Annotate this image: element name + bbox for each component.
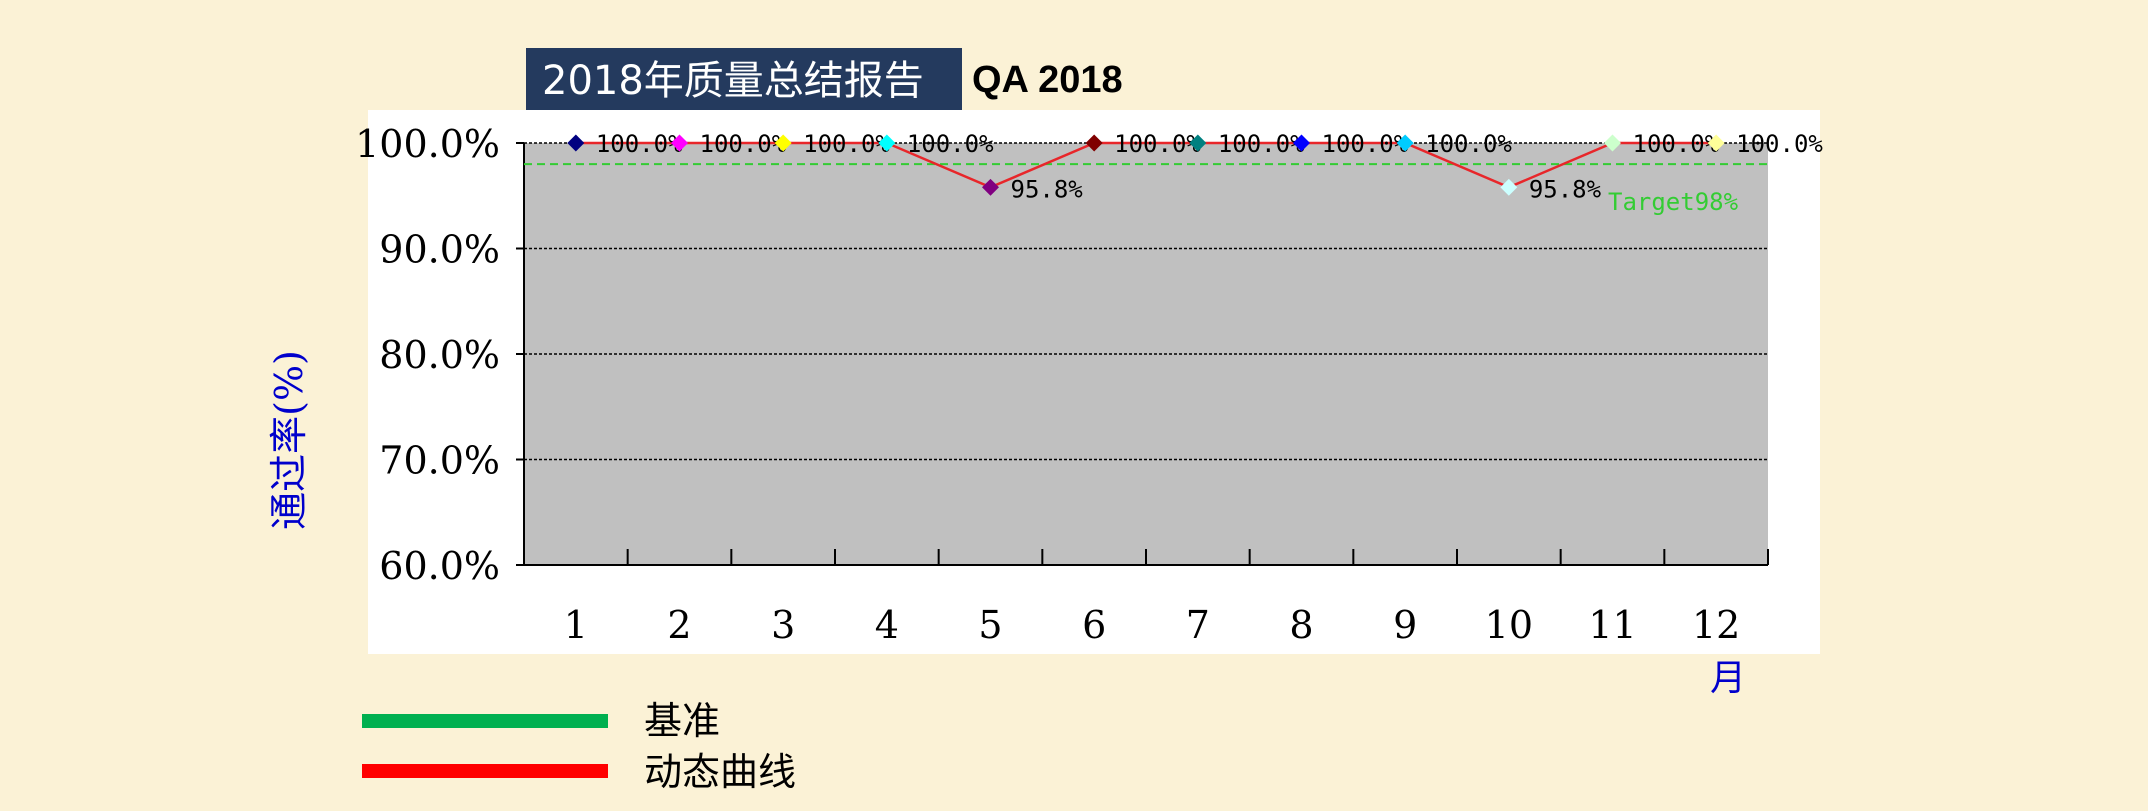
x-tick-label: 12 — [1692, 603, 1740, 647]
x-tick-label: 8 — [1289, 603, 1313, 647]
target-label: Target98% — [1608, 188, 1739, 216]
data-label: 100.0% — [1425, 130, 1512, 158]
data-label: 100.0% — [700, 130, 787, 158]
dynamic-series-line — [575, 141, 1717, 189]
y-tick-label: 60.0% — [379, 544, 500, 588]
legend-label-baseline: 基准 — [644, 699, 721, 743]
data-label: 100.0% — [1218, 130, 1305, 158]
data-point-marker — [878, 134, 896, 152]
x-tick-label: 4 — [875, 603, 899, 647]
x-tick-label: 9 — [1393, 603, 1417, 647]
data-point-marker — [982, 178, 999, 196]
data-label: 100.0% — [803, 130, 890, 158]
legend-label-dynamic: 动态曲线 — [644, 750, 797, 794]
x-tick-label: 1 — [564, 603, 588, 647]
x-tick-label: 11 — [1588, 603, 1636, 647]
data-point-marker — [774, 134, 792, 152]
x-tick-label: 10 — [1485, 603, 1533, 647]
data-label: 100.0% — [1633, 130, 1720, 158]
legend-swatch-baseline — [362, 714, 608, 728]
data-point-marker — [671, 134, 688, 152]
data-point-marker — [567, 134, 585, 152]
data-label: 95.8% — [1011, 175, 1084, 203]
y-tick-label: 100.0% — [355, 122, 500, 166]
x-tick-label: 6 — [1082, 603, 1106, 647]
data-label: 100.0% — [1322, 130, 1409, 158]
data-label: 100.0% — [907, 130, 994, 158]
x-tick-label: 5 — [978, 603, 1002, 647]
report-title: 2018年质量总结报告 — [526, 48, 962, 114]
y-tick-label: 80.0% — [379, 333, 500, 377]
y-tick-label: 90.0% — [379, 228, 500, 272]
data-label: 100.0% — [1114, 130, 1201, 158]
x-axis-title: 月 — [1710, 658, 1746, 699]
y-tick-label: 70.0% — [379, 439, 500, 483]
data-label: 95.8% — [1529, 175, 1602, 203]
x-tick-label: 2 — [667, 603, 691, 647]
data-label: 100.0% — [1736, 130, 1823, 158]
data-label: 100.0% — [596, 130, 683, 158]
x-tick-label: 3 — [771, 603, 795, 647]
y-axis-title: 通过率(%) — [267, 350, 311, 530]
legend-swatch-dynamic — [362, 764, 608, 778]
x-tick-label: 7 — [1186, 603, 1210, 647]
report-subtitle: QA 2018 — [972, 59, 1123, 101]
